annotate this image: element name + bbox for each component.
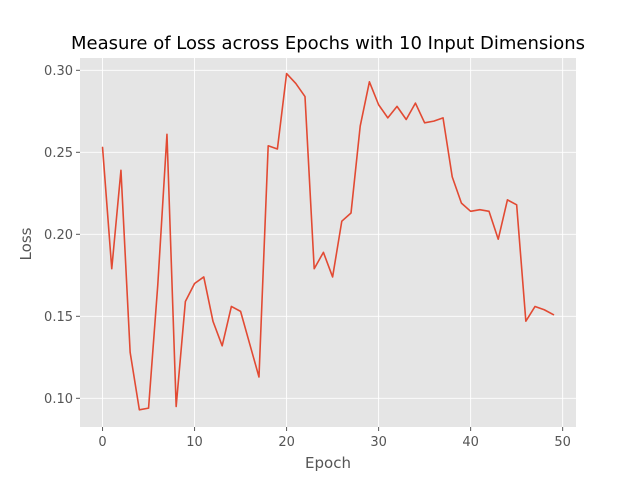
- x-tick-label: 0: [98, 435, 106, 450]
- y-axis-label: Loss: [17, 227, 35, 260]
- series-layer: [101, 72, 555, 411]
- y-tick-label: 0.10: [44, 392, 73, 407]
- y-tick-label: 0.15: [44, 310, 73, 325]
- x-tick-label: 50: [554, 435, 571, 450]
- x-tick-label: 20: [278, 435, 295, 450]
- x-tick-label: 30: [370, 435, 387, 450]
- plot-area: [80, 58, 576, 427]
- chart-title: Measure of Loss across Epochs with 10 In…: [71, 33, 585, 54]
- y-tick-label: 0.20: [44, 228, 73, 243]
- x-tick-label: 10: [186, 435, 203, 450]
- series-line: [101, 72, 555, 411]
- grid-lines: [80, 58, 576, 427]
- axis-ticks: 0 10 20 30 40 50 0.10 0.15 0.20 0.25 0.30: [44, 64, 571, 450]
- x-tick-label: 40: [462, 435, 479, 450]
- y-tick-label: 0.30: [44, 64, 73, 79]
- y-tick-label: 0.25: [44, 146, 73, 161]
- x-axis-label: Epoch: [305, 454, 351, 472]
